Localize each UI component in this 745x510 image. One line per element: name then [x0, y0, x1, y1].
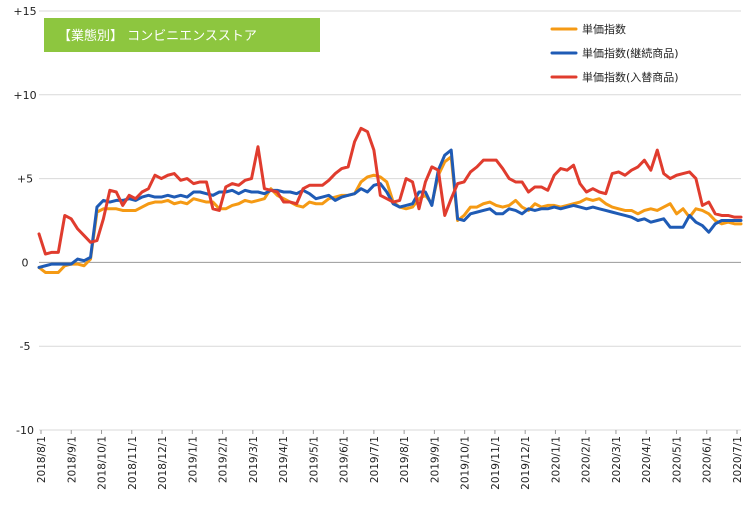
- y-axis: +15 +10 +5 0 -5 -10: [13, 5, 36, 437]
- x-tick-label: 2019/7/1: [369, 436, 381, 483]
- x-tick-label: 2018/11/1: [127, 436, 139, 490]
- x-tick-label: 2019/3/1: [248, 436, 260, 483]
- series-line-1: [37, 155, 743, 274]
- legend-item: 単価指数: [550, 22, 626, 36]
- legend-item: 単価指数(入替商品): [550, 70, 679, 84]
- x-tick-label: 2019/4/1: [278, 436, 290, 483]
- x-tick-label: 2018/12/1: [157, 436, 169, 490]
- x-tick-label: 2020/7/1: [732, 436, 744, 483]
- x-tick-label: 2020/1/1: [550, 436, 562, 483]
- y-tick-label: +5: [17, 173, 33, 186]
- x-tick-label: 2019/12/1: [520, 436, 532, 490]
- x-tick-label: 2018/8/1: [36, 436, 48, 483]
- legend-label: 単価指数(継続商品): [582, 46, 679, 60]
- x-tick-label: 2019/10/1: [460, 436, 472, 490]
- y-tick-label: -10: [16, 424, 34, 437]
- title-box: 【業態別】 コンビニエンスストア: [44, 18, 320, 52]
- x-tick-label: 2019/11/1: [490, 436, 502, 490]
- x-tick-label: 2020/3/1: [611, 436, 623, 483]
- x-tick-label: 2019/2/1: [218, 436, 230, 483]
- x-axis: 2018/8/1 2018/9/1 2018/10/1 2018/11/1 2018/1…: [36, 430, 744, 490]
- title-background: [44, 18, 320, 52]
- series-line-3: [37, 126, 743, 256]
- x-tick-label: 2020/2/1: [581, 436, 593, 483]
- x-tick-label: 2020/6/1: [702, 436, 714, 483]
- series-lines: [37, 126, 743, 274]
- x-tick-label: 2018/10/1: [97, 436, 109, 490]
- grid: [39, 10, 741, 431]
- x-tick-label: 2018/9/1: [66, 436, 78, 483]
- legend-label: 単価指数: [582, 22, 626, 36]
- series-line-2: [37, 148, 743, 269]
- chart-title: 【業態別】 コンビニエンスストア: [58, 28, 257, 44]
- legend-item: 単価指数(継続商品): [550, 46, 679, 60]
- y-tick-label: 0: [22, 256, 29, 269]
- legend-label: 単価指数(入替商品): [582, 70, 679, 84]
- x-tick-label: 2019/9/1: [429, 436, 441, 483]
- x-tick-label: 2020/4/1: [641, 436, 653, 483]
- x-tick-label: 2020/5/1: [671, 436, 683, 483]
- y-tick-label: +15: [13, 5, 36, 18]
- y-tick-label: -5: [20, 340, 31, 353]
- y-tick-label: +10: [13, 89, 36, 102]
- x-tick-label: 2019/8/1: [399, 436, 411, 483]
- x-tick-label: 2019/6/1: [339, 436, 351, 483]
- x-tick-label: 2019/5/1: [308, 436, 320, 483]
- x-tick-label: 2019/1/1: [187, 436, 199, 483]
